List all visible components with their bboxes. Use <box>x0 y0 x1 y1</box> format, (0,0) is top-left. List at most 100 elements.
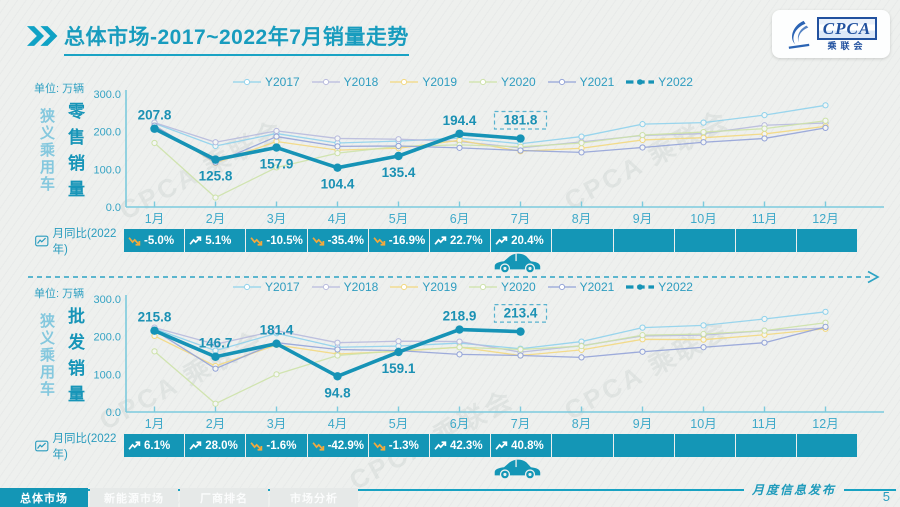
tab-市场分析[interactable]: 市场分析 <box>270 488 358 507</box>
yoy-label: 月同比(2022年) <box>35 433 124 461</box>
legend-marker-icon <box>547 78 576 86</box>
yoy-value: -5.0% <box>144 234 175 247</box>
yoy-row: 月同比(2022年) 6.1% 28.0% -1.6% -42.9% -1.3% 42.3… <box>35 433 858 461</box>
yoy-cell: 22.7% <box>429 229 491 252</box>
legend-item-Y2022: Y2022 <box>626 280 693 294</box>
yoy-value: 20.4% <box>511 234 544 247</box>
svg-text:9月: 9月 <box>633 212 652 226</box>
legend-item-Y2017: Y2017 <box>233 280 300 294</box>
trend-up-icon <box>189 440 202 450</box>
svg-text:7月: 7月 <box>511 212 530 226</box>
legend-marker-icon <box>547 283 576 291</box>
svg-text:5月: 5月 <box>389 212 408 226</box>
yoy-cell: 40.8% <box>491 434 552 457</box>
retail-line-chart: 1月 2月 3月 4月 5月 6月 7月 8月 9月 10月 11月 12月 300.0 200.0 100… <box>90 86 890 236</box>
car-icon <box>494 253 541 274</box>
yoy-value: -35.4% <box>327 234 364 247</box>
svg-text:4月: 4月 <box>328 417 347 431</box>
svg-text:213.4: 213.4 <box>504 306 538 321</box>
logo-subtext: 乘联会 <box>827 41 867 51</box>
svg-text:125.8: 125.8 <box>199 169 233 184</box>
legend-marker-icon <box>390 283 419 291</box>
yoy-cell <box>674 434 735 457</box>
trend-up-icon <box>128 440 141 450</box>
page-title: 总体市场-2017~2022年7月销量走势 <box>64 21 409 56</box>
measure-label: 零售销量 <box>65 102 84 206</box>
legend-label: Y2021 <box>579 75 615 89</box>
svg-text:10月: 10月 <box>690 212 716 226</box>
svg-text:181.8: 181.8 <box>504 113 538 128</box>
trend-down-icon <box>128 236 141 246</box>
svg-text:10月: 10月 <box>690 417 716 431</box>
svg-text:104.4: 104.4 <box>321 177 355 192</box>
tab-总体市场[interactable]: 总体市场 <box>0 488 88 507</box>
legend-label: Y2022 <box>658 280 693 294</box>
yoy-cell: -42.9% <box>307 434 368 457</box>
divider-line <box>4 488 744 491</box>
yoy-cell: -16.9% <box>368 229 429 252</box>
legend-item-Y2019: Y2019 <box>390 75 457 89</box>
trend-up-icon <box>495 440 508 450</box>
yoy-cell: -10.5% <box>246 229 307 252</box>
svg-text:218.9: 218.9 <box>443 309 477 324</box>
yoy-cell <box>613 229 674 252</box>
legend-item-Y2021: Y2021 <box>547 75 615 89</box>
footer-divider: 月度信息发布 <box>0 481 900 498</box>
yoy-cell: 42.3% <box>429 434 491 457</box>
svg-text:0.0: 0.0 <box>106 202 121 214</box>
svg-text:1月: 1月 <box>145 417 164 431</box>
trend-icon <box>35 235 49 246</box>
unit-label: 单位: 万辆 <box>34 288 85 300</box>
tab-厂商排名[interactable]: 厂商排名 <box>180 488 268 507</box>
release-label: 月度信息发布 <box>751 483 836 497</box>
trend-down-icon <box>250 441 263 451</box>
dashed-arrow <box>28 270 880 284</box>
measure-label: 批发销量 <box>65 307 84 411</box>
legend-item-Y2018: Y2018 <box>311 280 378 294</box>
yoy-value: 28.0% <box>205 439 238 452</box>
svg-text:4月: 4月 <box>328 212 347 226</box>
legend-marker-icon <box>311 78 340 86</box>
yoy-value: 22.7% <box>449 234 483 247</box>
svg-text:6月: 6月 <box>450 212 469 226</box>
wholesale-line-chart: 1月 2月 3月 4月 5月 6月 7月 8月 9月 10月 11月 12月 300.0 200.0 100… <box>90 291 890 441</box>
trend-down-icon <box>311 441 324 451</box>
svg-text:94.8: 94.8 <box>324 385 351 400</box>
trend-down-icon <box>311 236 324 246</box>
yoy-cell <box>797 229 858 252</box>
legend: Y2017 Y2018 Y2019 Y2020 Y2021 Y2022 <box>233 280 693 294</box>
legend-item-Y2020: Y2020 <box>468 75 536 89</box>
legend-item-Y2021: Y2021 <box>547 280 615 294</box>
svg-text:11月: 11月 <box>752 417 777 431</box>
svg-text:2月: 2月 <box>206 212 225 226</box>
legend-label: Y2022 <box>658 75 693 89</box>
svg-text:300.0: 300.0 <box>93 294 121 306</box>
divider-line <box>844 488 896 491</box>
trend-up-icon <box>434 440 447 450</box>
legend-label: Y2020 <box>500 280 536 294</box>
yoy-value: 5.1% <box>205 234 232 247</box>
logo-text: CPCA <box>816 17 878 40</box>
legend-marker-icon <box>390 78 419 86</box>
legend-item-Y2019: Y2019 <box>390 280 457 294</box>
yoy-value: 42.3% <box>449 439 483 452</box>
svg-text:6月: 6月 <box>450 417 469 431</box>
legend-marker-icon <box>468 78 497 86</box>
legend-label: Y2021 <box>579 280 615 294</box>
yoy-cell <box>735 434 797 457</box>
yoy-cells: 6.1% 28.0% -1.6% -42.9% -1.3% 42.3% 40.8% <box>124 434 858 457</box>
svg-text:300.0: 300.0 <box>93 89 121 101</box>
svg-text:12月: 12月 <box>812 212 838 226</box>
double-chevron-icon <box>27 26 61 46</box>
svg-text:0.0: 0.0 <box>106 407 121 419</box>
retail-chart-section: 单位: 万辆 狭义乘用车 零售销量 Y2017 Y2018 Y2019 Y2020 Y2… <box>0 75 900 258</box>
legend-label: Y2017 <box>265 75 300 89</box>
trend-up-icon <box>189 235 202 245</box>
svg-text:3月: 3月 <box>267 417 286 431</box>
car-icon <box>494 459 541 480</box>
yoy-cell: -5.0% <box>124 229 185 252</box>
legend-marker-icon <box>311 283 340 291</box>
trend-down-icon <box>250 236 263 246</box>
tab-新能源市场[interactable]: 新能源市场 <box>90 488 178 507</box>
